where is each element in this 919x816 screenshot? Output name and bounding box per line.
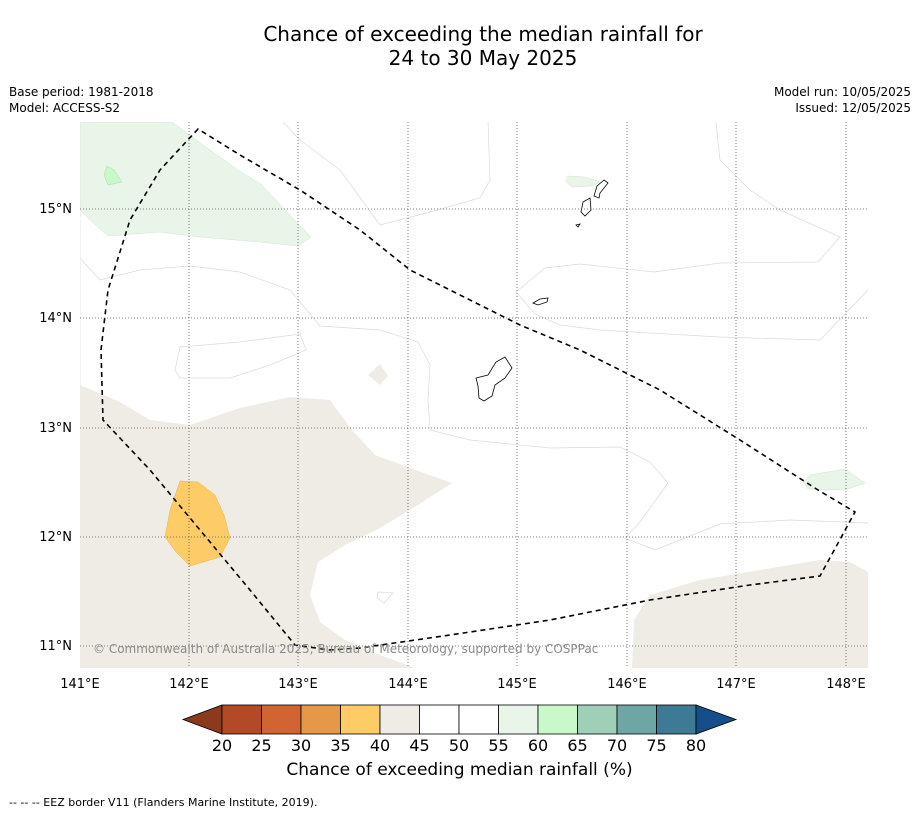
latitude-ticks: 15°N 14°N 13°N 12°N 11°N — [39, 202, 72, 654]
colorbar-segment — [458, 704, 499, 735]
island-rota — [532, 297, 549, 306]
model-name: Model: ACCESS-S2 — [9, 101, 121, 115]
colorbar-tick-label: 20 — [212, 736, 232, 755]
colorbar-segment — [419, 704, 460, 735]
colorbar-segment — [656, 704, 697, 735]
eez-border — [100, 127, 857, 651]
colorbar-tick-label: 65 — [567, 736, 587, 755]
colorbar-extend-low — [181, 704, 223, 735]
region-35-40 — [164, 480, 231, 567]
colorbar-tick-label: 30 — [291, 736, 311, 755]
colorbar-tick-label: 25 — [251, 736, 271, 755]
title-line-1: Chance of exceeding the median rainfall … — [263, 22, 703, 46]
lat-tick: 14°N — [39, 311, 72, 326]
colorbar-tick-label: 50 — [449, 736, 469, 755]
colorbar-segment — [300, 704, 341, 735]
lat-tick: 12°N — [39, 530, 72, 545]
longitude-ticks: 141°E 142°E 143°E 144°E 145°E 146°E 147°… — [60, 677, 866, 692]
colorbar-segment — [537, 704, 578, 735]
contour-lines — [80, 122, 868, 604]
colorbar-segment — [498, 704, 539, 735]
colorbar-tick-label: 75 — [646, 736, 666, 755]
lat-tick: 13°N — [39, 421, 72, 436]
base-period: Base period: 1981-2018 — [9, 85, 154, 99]
map-title: Chance of exceeding the median rainfall … — [0, 22, 919, 70]
lon-tick: 141°E — [60, 677, 100, 692]
colorbar-segment — [577, 704, 618, 735]
colorbar-segment — [261, 704, 302, 735]
map-area: © Commonwealth of Australia 2025, Bureau… — [80, 122, 868, 668]
lon-tick: 143°E — [278, 677, 318, 692]
model-run: Model run: 10/05/2025 — [773, 85, 911, 99]
colorbar-tick-label: 55 — [488, 736, 508, 755]
lat-tick: 15°N — [39, 202, 72, 217]
colorbar-label: Chance of exceeding median rainfall (%) — [286, 760, 633, 780]
lon-tick: 142°E — [169, 677, 209, 692]
copyright-notice: © Commonwealth of Australia 2025, Bureau… — [93, 642, 598, 656]
island-aguijan — [575, 223, 581, 228]
colorbar-tick-label: 70 — [607, 736, 627, 755]
colorbar-tick-label: 80 — [686, 736, 706, 755]
colorbar-segment — [616, 704, 657, 735]
colorbar-tick-label: 35 — [330, 736, 350, 755]
eez-footnote: -- -- -- EEZ border V11 (Flanders Marine… — [9, 796, 318, 809]
region-40-45-west — [80, 385, 452, 668]
colorbar: 20 25 30 35 40 45 50 55 60 65 70 75 80 — [181, 704, 738, 755]
region-55-60-north — [565, 175, 601, 188]
colorbar-segment — [379, 704, 420, 735]
lon-tick: 148°E — [826, 677, 866, 692]
title-line-2: 24 to 30 May 2025 — [388, 46, 578, 70]
region-55-60-northwest — [80, 122, 312, 247]
colorbar-tick-label: 45 — [409, 736, 429, 755]
island-saipan — [593, 179, 609, 199]
region-40-45-southeast — [632, 560, 868, 668]
lon-tick: 144°E — [388, 677, 428, 692]
colorbar-segment — [221, 704, 262, 735]
colorbar-segment — [340, 704, 381, 735]
lon-tick: 147°E — [716, 677, 756, 692]
lon-tick: 146°E — [607, 677, 647, 692]
region-55-60-east — [802, 468, 866, 491]
colorbar-tick-label: 60 — [528, 736, 548, 755]
island-tinian — [580, 197, 592, 217]
colorbar-tick-label: 40 — [370, 736, 390, 755]
islands — [475, 179, 609, 402]
gridlines — [80, 122, 868, 668]
meta-right: Model run: 10/05/2025 Issued: 12/05/2025 — [774, 84, 911, 116]
lon-tick: 145°E — [497, 677, 537, 692]
issued-date: Issued: 12/05/2025 — [795, 101, 911, 115]
colorbar-extend-high — [695, 704, 738, 735]
meta-left: Base period: 1981-2018 Model: ACCESS-S2 — [9, 84, 154, 116]
region-40-45-small — [368, 364, 388, 385]
island-guam — [475, 356, 513, 402]
region-60-65-small — [103, 165, 123, 186]
lat-tick: 11°N — [39, 639, 72, 654]
